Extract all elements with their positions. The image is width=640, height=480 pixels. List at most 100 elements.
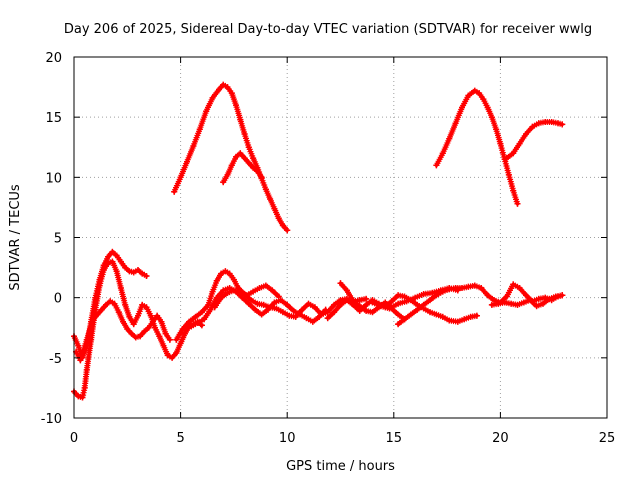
data-point [237, 116, 244, 123]
data-point [275, 215, 282, 222]
data-point [523, 292, 529, 299]
data-point [184, 158, 190, 165]
data-point [203, 108, 210, 115]
y-tick-label: 10 [45, 171, 62, 186]
data-point [303, 315, 310, 322]
data-point [79, 394, 86, 401]
data-point [267, 196, 274, 202]
data-point [160, 342, 167, 349]
data-point [495, 300, 502, 307]
data-point [130, 269, 137, 276]
data-point [196, 126, 203, 133]
data-point [311, 304, 318, 311]
data-point [226, 270, 233, 277]
data-point [535, 295, 542, 302]
data-point [510, 281, 517, 288]
data-point [137, 333, 144, 340]
y-axis-label: SDTVAR / TECUs [8, 184, 23, 291]
data-point [290, 307, 297, 314]
data-point [81, 384, 88, 391]
data-point [454, 318, 461, 325]
data-point [213, 277, 220, 284]
data-point [218, 270, 225, 277]
data-point [343, 297, 350, 304]
data-point [420, 301, 427, 308]
data-point [488, 114, 495, 121]
data-point [388, 298, 395, 305]
data-point [284, 227, 291, 234]
data-point [230, 276, 237, 283]
data-point [105, 253, 112, 260]
data-point [173, 350, 180, 356]
data-point [83, 366, 90, 373]
data-point [158, 318, 165, 325]
data-point [473, 312, 480, 319]
data-point [356, 303, 363, 310]
data-point [555, 120, 561, 127]
data-point [523, 131, 529, 137]
data-point [505, 171, 512, 178]
data-point [205, 301, 212, 308]
data-point [546, 295, 553, 302]
data-point [162, 330, 169, 337]
plot-frame [73, 56, 608, 419]
y-tick-label: -5 [49, 352, 62, 367]
data-point [478, 285, 485, 291]
data-point [126, 313, 133, 320]
data-point [181, 330, 188, 337]
data-point [516, 140, 523, 147]
data-point [279, 309, 286, 316]
data-point [429, 289, 436, 296]
data-point [480, 96, 487, 103]
data-point [459, 285, 465, 291]
data-point [194, 319, 201, 326]
data-point [75, 342, 82, 349]
data-point [497, 140, 504, 147]
data-point [363, 295, 370, 302]
data-point [407, 311, 414, 318]
data-point [243, 292, 250, 299]
data-point [331, 301, 338, 308]
data-point [309, 318, 316, 325]
series-arc-5 [220, 150, 265, 186]
data-point [113, 268, 120, 275]
data-point [173, 336, 180, 343]
data-point [209, 288, 216, 295]
data-point [386, 305, 393, 312]
data-point [395, 311, 402, 318]
data-point [542, 119, 549, 125]
data-point [516, 285, 523, 291]
data-point [190, 143, 197, 149]
data-point [177, 174, 184, 181]
data-point [122, 301, 129, 308]
data-point [152, 324, 158, 331]
data-point [258, 174, 265, 181]
y-tick-label: 0 [54, 292, 62, 307]
data-point [139, 301, 146, 308]
data-point [401, 316, 408, 323]
data-point [237, 150, 244, 157]
data-point [143, 273, 150, 279]
data-point [501, 299, 508, 306]
data-point [128, 330, 135, 337]
data-point [218, 294, 225, 301]
data-point [177, 340, 184, 347]
data-point [529, 123, 536, 130]
data-point [356, 297, 363, 304]
data-point [395, 300, 402, 307]
data-point [132, 334, 139, 341]
data-point [169, 354, 176, 361]
data-point [471, 282, 478, 289]
data-point [135, 312, 141, 319]
data-point [510, 187, 517, 194]
data-point [124, 326, 131, 332]
data-point [245, 144, 252, 151]
data-point [533, 303, 540, 310]
data-point [111, 300, 118, 307]
data-point [171, 188, 178, 195]
data-layer [71, 81, 566, 401]
data-point [395, 292, 402, 299]
data-point [254, 168, 261, 175]
data-point [77, 357, 84, 364]
